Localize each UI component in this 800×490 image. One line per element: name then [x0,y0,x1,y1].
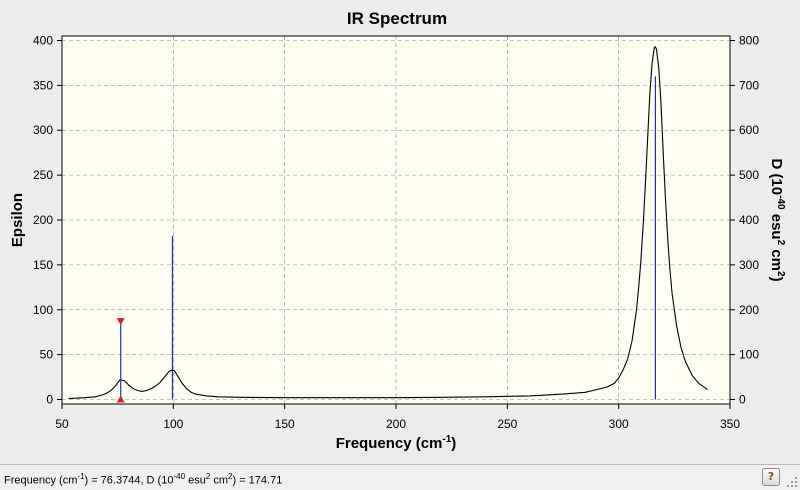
status-readout: Frequency (cm-1) = 76.3744, D (10-40 esu… [4,472,283,487]
selected-stick-marker-bottom [116,395,125,403]
help-button[interactable]: ? [762,468,780,486]
y-tick-label: 200 [33,213,53,227]
y2-tick-label: 300 [739,258,759,272]
x-tick-label: 50 [55,417,69,431]
y2-axis-title: D (10-40 esu2 cm2) [768,158,786,281]
y-tick-label: 250 [33,168,53,182]
y2-tick-label: 400 [739,213,759,227]
status-bar: Frequency (cm-1) = 76.3744, D (10-40 esu… [0,464,800,490]
spectrum-group [68,45,709,400]
y2-tick-label: 600 [739,123,759,137]
x-tick-label: 100 [163,417,183,431]
y2-tick-label: 0 [739,393,746,407]
x-tick-label: 350 [720,417,740,431]
y-tick-label: 0 [46,393,53,407]
gridlines [62,36,730,404]
y2-tick-label: 500 [739,168,759,182]
y-tick-label: 400 [33,33,53,47]
x-axis-title: Frequency (cm-1) [336,434,457,452]
y-axis-title: Epsilon [9,193,26,247]
ir-spectrum-chart[interactable]: IR Spectrum 50 100 150 200 250 300 35005010015… [0,0,800,464]
resize-grip-icon[interactable] [786,476,798,488]
axes-group [57,35,735,409]
x-tick-label: 150 [275,417,295,431]
tick-labels-group: 50 100 150 200 250 300 35005010015020025030035… [33,33,759,431]
y-tick-label: 100 [33,303,53,317]
y2-tick-label: 100 [739,348,759,362]
y-tick-label: 150 [33,258,53,272]
chart-title: IR Spectrum [347,9,447,28]
y-tick-label: 300 [33,123,53,137]
y2-tick-label: 800 [739,33,759,47]
y2-tick-label: 700 [739,78,759,92]
x-tick-label: 250 [497,417,517,431]
y-tick-label: 350 [33,78,53,92]
y-tick-label: 50 [40,348,54,362]
y2-tick-label: 200 [739,303,759,317]
x-tick-label: 300 [609,417,629,431]
x-tick-label: 200 [386,417,406,431]
spectrum-line [68,45,709,400]
help-icon: ? [767,470,775,483]
selected-stick-marker-top [116,318,125,326]
sticks-group [116,76,657,403]
